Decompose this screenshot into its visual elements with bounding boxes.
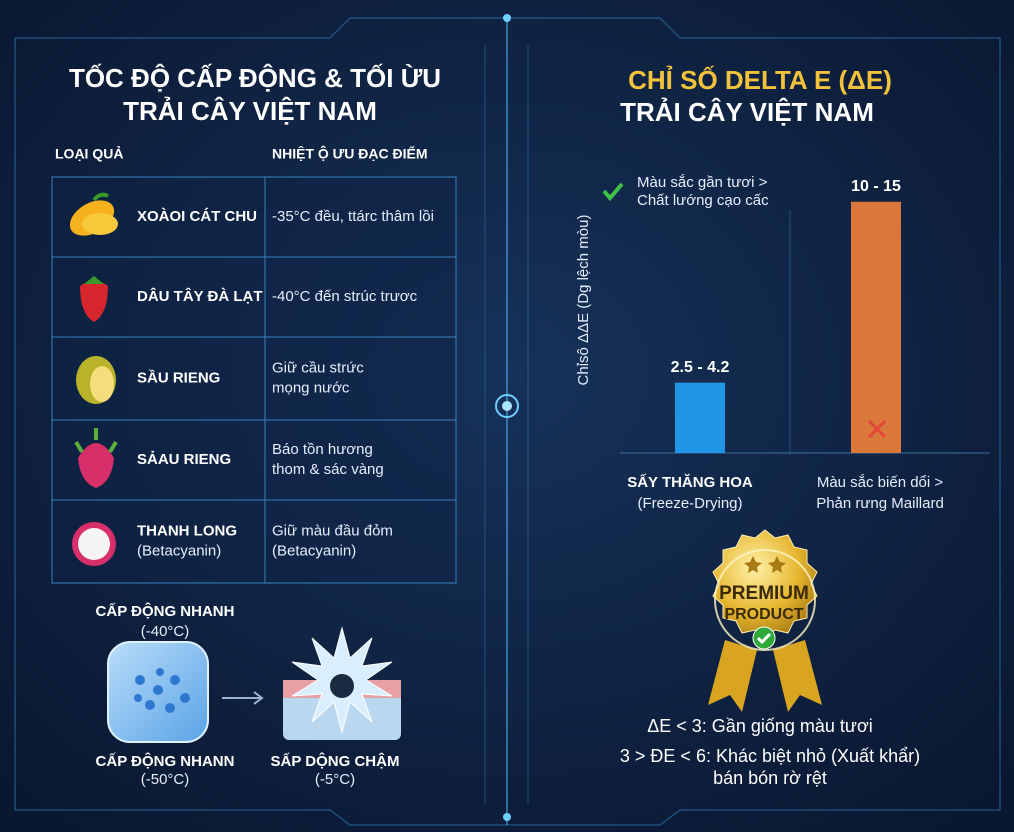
crystals — [134, 668, 190, 713]
fruit-desc: -40°C đến strúc trươc — [272, 288, 418, 305]
node — [503, 14, 511, 22]
x-tick-label: Màu sắc biến dổi > — [817, 474, 944, 491]
label: SẤP DỘNG CHẬM — [271, 752, 400, 770]
left-title: TRẢI CÂY VIỆT NAM — [123, 96, 377, 126]
value-label: 2.5 - 4.2 — [671, 359, 730, 376]
column-header: LOẠI QUẢ — [55, 146, 123, 162]
table-border — [51, 176, 457, 584]
value-label: 10 - 15 — [851, 178, 901, 195]
fruit-name: XOÀOI CÁT CHU — [137, 208, 257, 225]
badge-text: PREMIUM — [719, 583, 809, 604]
check-icon — [602, 182, 624, 202]
annotation: Chất lướng cạo cấc — [637, 192, 769, 209]
column-header: NHIỆT Ộ ƯU ĐẠC ĐIỂM — [272, 145, 428, 162]
legend-note: ΔE < 3: Gần giống màu tươi — [647, 716, 873, 736]
arrow — [222, 691, 264, 705]
label: (-40°C) — [141, 623, 190, 640]
label: (-5°C) — [315, 771, 355, 788]
fruit-desc: Giữ màu đầu đỏm — [272, 522, 393, 539]
fruit-name: SẢAU RIENG — [137, 451, 231, 468]
legend-note: 3 > ĐE < 6: Khác biệt nhỏ (Xuất khẩr) — [620, 746, 920, 766]
fruit-name: SẦU RIENG — [137, 369, 220, 386]
fruit-name: DÂU TÂY ĐÀ LẠT — [137, 287, 263, 305]
label: (-50°C) — [141, 771, 190, 788]
x-tick-note: (Freeze-Drying) — [637, 495, 742, 512]
bar-chart: 2.5 - 4.2 SẤY THĂNG HOA (Freeze-Drying) 10 … — [627, 178, 944, 512]
badge-text: PRODUCT — [724, 606, 803, 623]
label: CẤP ĐỘNG NHANN — [96, 752, 235, 770]
fruit-desc: Báo tồn hương — [272, 441, 373, 458]
center-node — [495, 394, 519, 418]
fruit-desc: -35°C đều, ttárc thâm lồi — [272, 208, 434, 225]
legend-note: bán bón rờ rệt — [713, 768, 827, 788]
frame — [14, 17, 1001, 826]
annotation: Màu sắc gần tươi > — [637, 174, 768, 191]
chart-title: CHỈ SỐ DELTA E (ΔE) — [628, 65, 892, 95]
fruit-desc: Giữ cầu strức — [272, 359, 364, 376]
x-tick-note: Phản rưng Maillard — [816, 495, 944, 512]
fruit-icons — [69, 192, 118, 566]
ice-crystal-icon — [283, 626, 401, 740]
fruit-name: THANH LONG — [137, 522, 237, 539]
node — [503, 813, 511, 821]
label: CẤP ĐỘNG NHANH — [96, 602, 235, 620]
y-axis-label: Chỉsô ΔΔE (Dg lệch mòu) — [575, 215, 592, 386]
fruit-desc: mọng nước — [272, 379, 350, 396]
center-node — [502, 401, 512, 411]
fruit-desc: (Betacyanin) — [272, 542, 356, 559]
left-title: TỐC ĐỘ CẤP ĐỘNG & TỐI ỪU — [69, 63, 441, 93]
fruit-desc: thom & sác vàng — [272, 461, 384, 478]
premium-badge — [708, 529, 822, 712]
bar — [675, 382, 725, 453]
bar — [851, 201, 901, 453]
cross-icon — [867, 419, 887, 439]
fruit-name: (Betacyanin) — [137, 542, 221, 559]
chart-subtitle: TRẢI CÂY VIỆT NAM — [620, 97, 874, 127]
x-tick-label: SẤY THĂNG HOA — [627, 474, 753, 491]
table: XOÀOI CÁT CHU -35°C đều, ttárc thâm lồi DÂ… — [51, 176, 457, 584]
